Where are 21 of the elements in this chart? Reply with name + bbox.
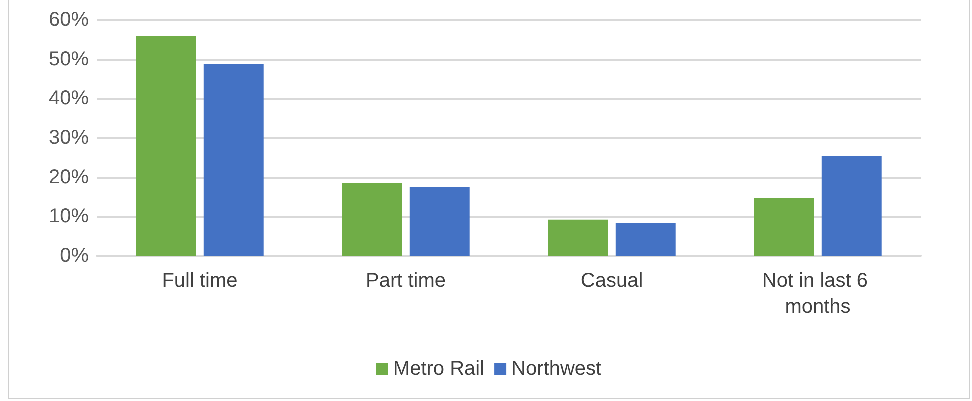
bar xyxy=(616,223,676,256)
x-tick-label: Part time xyxy=(366,270,446,292)
y-tick-label: 20% xyxy=(48,166,90,188)
bar xyxy=(136,36,196,256)
x-tick-label: Casual xyxy=(580,270,644,292)
bar xyxy=(548,220,608,256)
x-tick-label: Not in last 6 months xyxy=(762,270,874,318)
legend-label: Northwest xyxy=(512,358,602,380)
y-tick-label: 10% xyxy=(48,206,90,228)
bar xyxy=(342,183,402,256)
bar xyxy=(204,64,264,256)
bar xyxy=(822,156,882,256)
y-tick-label: 60% xyxy=(48,9,90,31)
bar xyxy=(410,188,470,256)
y-tick-label: 50% xyxy=(48,48,90,70)
bar xyxy=(754,198,814,256)
legend-label: Metro Rail xyxy=(393,358,485,380)
y-tick-label: 0% xyxy=(60,245,90,267)
x-tick-label: Full time xyxy=(162,270,238,292)
y-tick-label: 40% xyxy=(48,88,90,110)
y-tick-label: 30% xyxy=(48,127,90,149)
